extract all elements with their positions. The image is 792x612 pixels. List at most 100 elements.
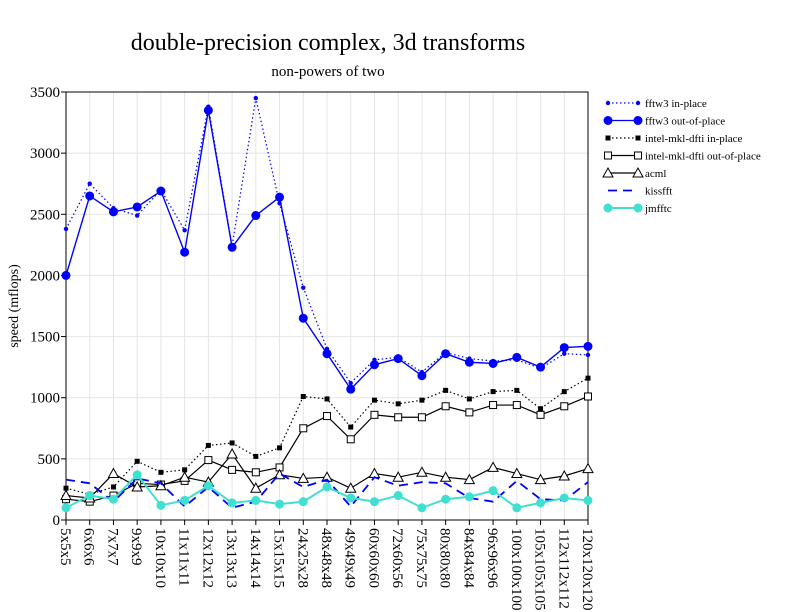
data-point <box>558 469 571 481</box>
data-point <box>324 396 330 402</box>
x-tick-label: 96x96x96 <box>484 528 500 589</box>
y-tick-label: 2500 <box>30 207 60 223</box>
x-tick-label: 75x75x75 <box>413 528 429 588</box>
series-line <box>65 97 589 384</box>
data-point <box>441 402 450 411</box>
data-point <box>536 410 545 419</box>
data-point <box>417 371 427 381</box>
x-tick-label: 84x84x84 <box>460 528 476 589</box>
x-tick-label: 15x15x15 <box>271 528 287 588</box>
data-point <box>439 471 452 482</box>
data-point <box>371 397 377 403</box>
x-tick-label: 9x9x9 <box>128 528 144 566</box>
data-point <box>251 495 261 505</box>
data-point <box>253 95 259 101</box>
data-point <box>275 499 285 509</box>
x-tick-label: 105x105x105 <box>532 528 548 611</box>
data-point <box>417 503 427 513</box>
data-point <box>585 352 591 358</box>
data-point <box>488 358 498 368</box>
grid <box>65 91 589 521</box>
data-point <box>110 484 116 490</box>
legend-item: fftw3 in-place <box>605 98 707 110</box>
data-point <box>582 462 594 474</box>
data-point <box>512 503 522 513</box>
y-tick-label: 1500 <box>30 330 60 346</box>
data-point <box>227 242 237 252</box>
data-point <box>560 402 569 411</box>
legend-item: jmfftc <box>603 203 672 215</box>
data-point <box>249 482 262 493</box>
data-point <box>275 192 285 202</box>
x-tick-label: 120x120x120 <box>579 528 595 611</box>
x-tick-label: 24x25x28 <box>294 528 310 588</box>
legend-label: intel-mkl-dfti in-place <box>645 133 743 145</box>
legend-item: kissfft <box>608 186 672 198</box>
data-point <box>178 471 191 482</box>
data-point <box>321 471 333 482</box>
data-point <box>134 458 140 464</box>
data-point <box>585 375 591 381</box>
data-point <box>583 341 593 351</box>
data-point <box>370 410 379 419</box>
data-point <box>634 151 642 160</box>
x-tick-label: 11x11x11 <box>176 528 192 586</box>
y-tick-label: 500 <box>38 452 61 468</box>
data-point <box>393 491 403 501</box>
data-point <box>635 135 641 141</box>
legend-item: fftw3 out-of-place <box>603 116 725 128</box>
data-point <box>534 473 547 485</box>
data-point <box>487 461 499 472</box>
data-point <box>394 413 403 422</box>
data-point <box>203 481 213 491</box>
data-point <box>134 213 140 218</box>
series-kissfft <box>65 472 589 509</box>
series-group <box>60 95 594 513</box>
data-point <box>156 186 166 196</box>
data-point <box>226 447 238 459</box>
x-tick-label: 48x48x48 <box>318 528 334 588</box>
data-point <box>346 384 356 394</box>
data-point <box>489 401 498 410</box>
data-point <box>298 497 308 507</box>
data-point <box>419 397 425 403</box>
x-tick-label: 72x60x56 <box>389 528 405 589</box>
data-point <box>180 495 190 505</box>
data-point <box>605 100 611 106</box>
data-point <box>369 360 379 370</box>
data-point <box>488 486 498 496</box>
data-point <box>635 100 641 106</box>
data-point <box>463 473 476 485</box>
data-point <box>602 166 614 178</box>
data-point <box>464 357 474 367</box>
data-point <box>253 453 259 459</box>
data-point <box>633 116 643 125</box>
legend-label: intel-mkl-dfti out-of-place <box>645 151 761 163</box>
x-tick-label: 14x14x14 <box>247 528 263 589</box>
x-tick-label: 6x6x6 <box>81 528 97 566</box>
x-tick-label: 5x5x5 <box>57 528 73 566</box>
y-axis-label: speed (mflops) <box>7 264 22 348</box>
data-point <box>466 396 472 402</box>
legend-label: acml <box>645 168 666 180</box>
data-point <box>603 203 613 213</box>
data-point <box>559 493 569 503</box>
data-point <box>132 470 142 480</box>
data-point <box>297 472 310 483</box>
x-axis-ticks: 5x5x5 6x6x6 7x7x7 9x9x9 10x10x10 11x11x11 12x1… <box>57 520 595 611</box>
x-tick-label: 13x13x13 <box>223 528 239 588</box>
y-axis-ticks: 0 500 1000 1500 2000 2500 3000 3500 <box>30 85 66 529</box>
data-point <box>538 406 544 412</box>
y-tick-label: 2000 <box>30 268 60 284</box>
data-point <box>395 401 401 407</box>
data-point <box>536 362 546 372</box>
data-point <box>510 467 523 479</box>
data-point <box>346 493 356 503</box>
legend-label: kissfft <box>645 186 672 198</box>
data-point <box>131 480 144 492</box>
data-point <box>108 494 118 504</box>
data-point <box>322 482 332 492</box>
data-point <box>584 392 592 401</box>
data-point <box>155 479 167 491</box>
data-point <box>464 492 474 502</box>
